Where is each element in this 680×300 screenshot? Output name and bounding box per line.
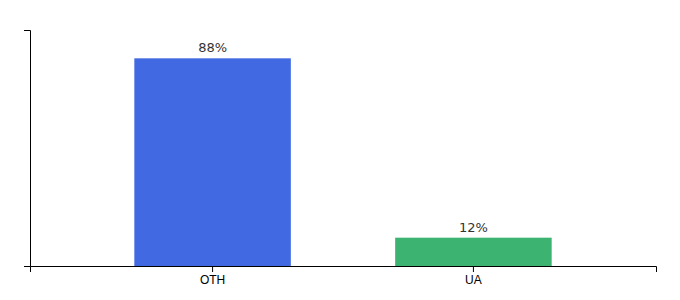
x-tick-mark [212,266,213,272]
plot: OTH UA 88% 12% [24,31,657,287]
x-tick-mark [473,266,474,272]
data-label: 88% [198,40,227,55]
data-label: 12% [459,220,488,235]
y-axis-line [24,31,31,267]
x-tick: OTH [200,266,225,287]
bar [395,238,551,266]
x-axis-line [31,267,657,273]
bar [134,58,291,266]
bars [134,58,551,266]
data-labels: 88% 12% [198,40,488,234]
x-tick-label: UA [465,273,482,287]
x-axis: OTH UA [31,266,657,287]
chart-svg: OTH UA 88% 12% [0,0,680,300]
x-tick: UA [465,266,482,287]
chart-container: OTH UA 88% 12% [0,0,680,300]
y-axis [24,31,31,267]
x-tick-label: OTH [200,273,225,287]
